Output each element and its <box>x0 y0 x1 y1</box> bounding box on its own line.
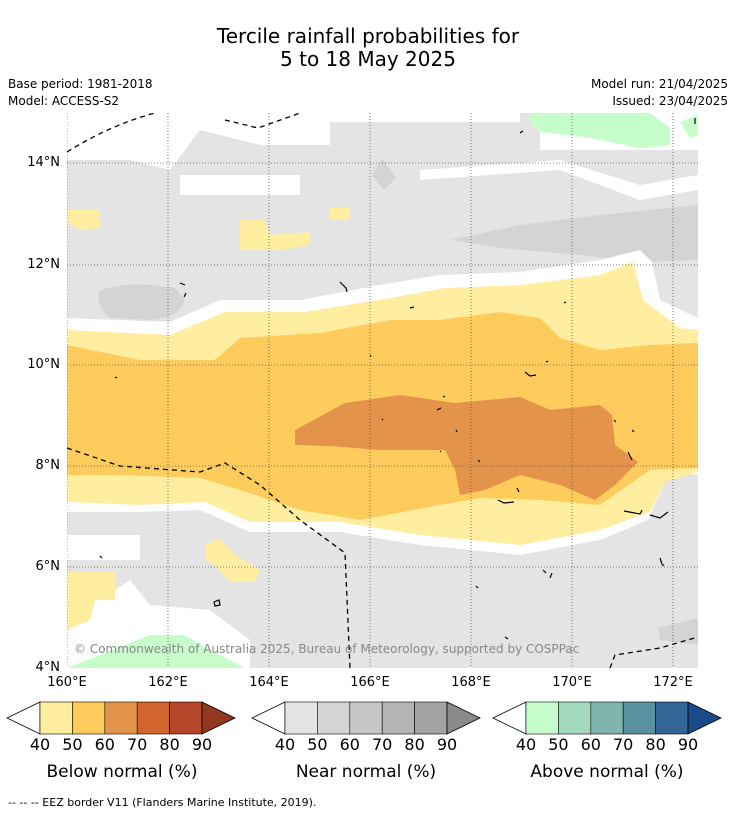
colorbar-tick-label: 40 <box>515 735 537 754</box>
colorbar-tick-label: 60 <box>339 735 360 754</box>
below-normal-40-region <box>330 208 350 220</box>
map-title-line1: Tercile rainfall probabilities for <box>216 24 520 48</box>
colorbar-segment <box>558 701 592 735</box>
lat-label-4n: 4°N <box>35 660 61 675</box>
near-normal-50-region <box>658 618 698 645</box>
above-normal-40-region <box>680 115 698 138</box>
colorbar-above-normal <box>492 701 722 735</box>
colorbar-tick-label: 70 <box>613 735 634 754</box>
near-normal-50-region <box>450 205 698 262</box>
lon-label-166e: 166°E <box>350 675 390 690</box>
eez-border <box>67 113 698 668</box>
colorbar-tick-label: 50 <box>307 735 328 754</box>
colorbar-segment <box>169 701 203 735</box>
colorbar-segment <box>414 701 448 735</box>
colorbar-segment <box>381 701 415 735</box>
lon-label-164e: 164°E <box>249 675 289 690</box>
gridlines <box>67 113 698 668</box>
colorbar-tick-label: 90 <box>436 735 458 754</box>
issued-date: Issued: 23/04/2025 <box>612 94 728 108</box>
colorbar-segment <box>590 701 624 735</box>
colorbar-title-near: Near normal (%) <box>295 762 437 782</box>
lon-label-172e: 172°E <box>653 675 693 690</box>
colorbar-segment <box>104 701 138 735</box>
lon-label-170e: 170°E <box>552 675 592 690</box>
colorbar-tick-label: 80 <box>645 735 666 754</box>
colorbar-segment <box>349 701 383 735</box>
colorbar-tick-label: 90 <box>191 735 213 754</box>
lon-label-162e: 162°E <box>148 675 188 690</box>
no-signal-region-south <box>67 580 250 668</box>
above-normal-40-region <box>67 635 245 668</box>
lon-label-168e: 168°E <box>451 675 491 690</box>
colorbar-segment <box>655 701 689 735</box>
colorbar-tick-label: 60 <box>580 735 601 754</box>
below-normal-60-region <box>295 395 638 500</box>
colorbar-segment <box>284 701 318 735</box>
colorbar-extend-high <box>201 701 236 735</box>
base-period: Base period: 1981-2018 <box>8 77 153 91</box>
colorbar-extend-low <box>492 701 527 735</box>
above-normal-40-region <box>530 113 670 148</box>
map-title-line2: 5 to 18 May 2025 <box>280 47 456 71</box>
colorbar-tick-label: 70 <box>372 735 393 754</box>
colorbar-tick-label: 80 <box>404 735 425 754</box>
islands <box>99 118 696 640</box>
colorbar-title-below: Below normal (%) <box>46 762 198 782</box>
colorbar-extend-high <box>687 701 722 735</box>
below-normal-40-region <box>67 572 115 630</box>
below-normal-40-region <box>67 210 100 230</box>
colorbar-segment <box>39 701 73 735</box>
lat-label-8n: 8°N <box>35 458 61 473</box>
lat-label-10n: 10°N <box>27 357 60 372</box>
colorbar-segment <box>622 701 656 735</box>
colorbar-extend-low <box>251 701 286 735</box>
lat-label-12n: 12°N <box>27 257 60 272</box>
colorbar-segment <box>136 701 170 735</box>
colorbar-below-normal <box>6 701 236 735</box>
colorbar-tick-label: 60 <box>94 735 115 754</box>
colorbar-tick-label: 50 <box>62 735 83 754</box>
near-normal-50-region <box>98 284 185 320</box>
lat-label-14n: 14°N <box>27 155 60 170</box>
no-signal-region <box>420 160 698 200</box>
colorbar-tick-label: 70 <box>127 735 148 754</box>
below-normal-40-region <box>240 220 310 250</box>
no-signal-region <box>180 175 300 195</box>
map-area <box>67 113 698 668</box>
copyright-notice: © Commonwealth of Australia 2025, Bureau… <box>74 642 580 656</box>
colorbar-title-above: Above normal (%) <box>530 762 684 782</box>
colorbar-tick-label: 80 <box>159 735 180 754</box>
colorbar-segment <box>525 701 559 735</box>
model-name: Model: ACCESS-S2 <box>8 94 120 108</box>
colorbar-extend-low <box>6 701 41 735</box>
colorbar-tick-label: 40 <box>29 735 51 754</box>
colorbar-extend-high <box>446 701 481 735</box>
eez-footnote: -- -- -- EEZ border V11 (Flanders Marine… <box>8 796 317 809</box>
colorbar-tick-label: 50 <box>548 735 569 754</box>
colorbar-segment <box>72 701 106 735</box>
lat-label-6n: 6°N <box>35 559 61 574</box>
colorbar-near-normal <box>251 701 481 735</box>
below-normal-40-region <box>205 538 260 582</box>
colorbar-tick-label: 40 <box>274 735 296 754</box>
lon-label-160e: 160°E <box>47 675 87 690</box>
near-normal-50-region <box>372 158 396 190</box>
colorbar-segment <box>317 701 351 735</box>
model-run: Model run: 21/04/2025 <box>590 77 728 91</box>
no-signal-region <box>67 535 140 560</box>
no-signal-region-north <box>67 113 520 170</box>
colorbar-tick-label: 90 <box>677 735 699 754</box>
